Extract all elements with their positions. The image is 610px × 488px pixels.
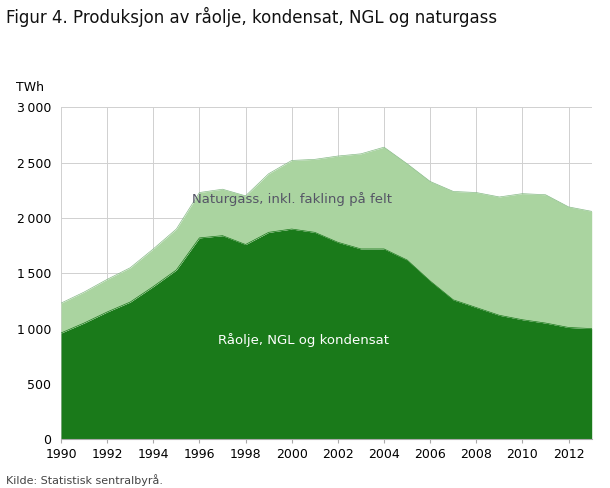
Text: Figur 4. Produksjon av råolje, kondensat, NGL og naturgass: Figur 4. Produksjon av råolje, kondensat… [6, 7, 497, 27]
Text: TWh: TWh [16, 81, 44, 94]
Text: Råolje, NGL og kondensat: Råolje, NGL og kondensat [218, 333, 389, 346]
Text: Naturgass, inkl. fakling på felt: Naturgass, inkl. fakling på felt [192, 192, 392, 206]
Text: Kilde: Statistisk sentralbyrå.: Kilde: Statistisk sentralbyrå. [6, 474, 163, 486]
